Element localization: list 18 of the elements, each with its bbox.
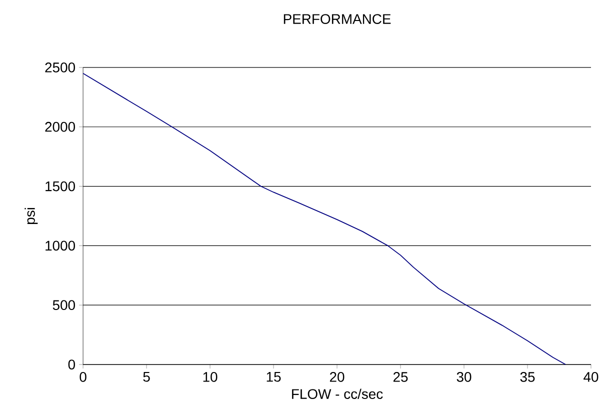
y-tick-label: 500 (52, 300, 76, 310)
y-tick-label: 2000 (45, 122, 76, 132)
x-tick-label: 35 (520, 372, 535, 382)
x-tick-label: 30 (456, 372, 472, 382)
y-tick-label: 2500 (45, 62, 76, 72)
y-tick-label: 1000 (46, 240, 76, 251)
y-axis-title: psi (24, 208, 38, 224)
x-axis-title: FLOW - cc/sec (292, 388, 383, 399)
y-tick-label: 0 (68, 360, 76, 370)
x-tick-label: 15 (266, 372, 281, 382)
chart-title: PERFORMANCE (284, 14, 391, 24)
x-tick-label: 0 (80, 372, 86, 382)
x-tick-label: 5 (143, 372, 150, 382)
x-tick-label: 10 (203, 372, 218, 382)
x-tick-label: 25 (393, 372, 408, 382)
x-tick-label: 40 (584, 372, 598, 382)
x-tick-label: 20 (330, 372, 344, 382)
y-tick-label: 1500 (46, 181, 76, 192)
